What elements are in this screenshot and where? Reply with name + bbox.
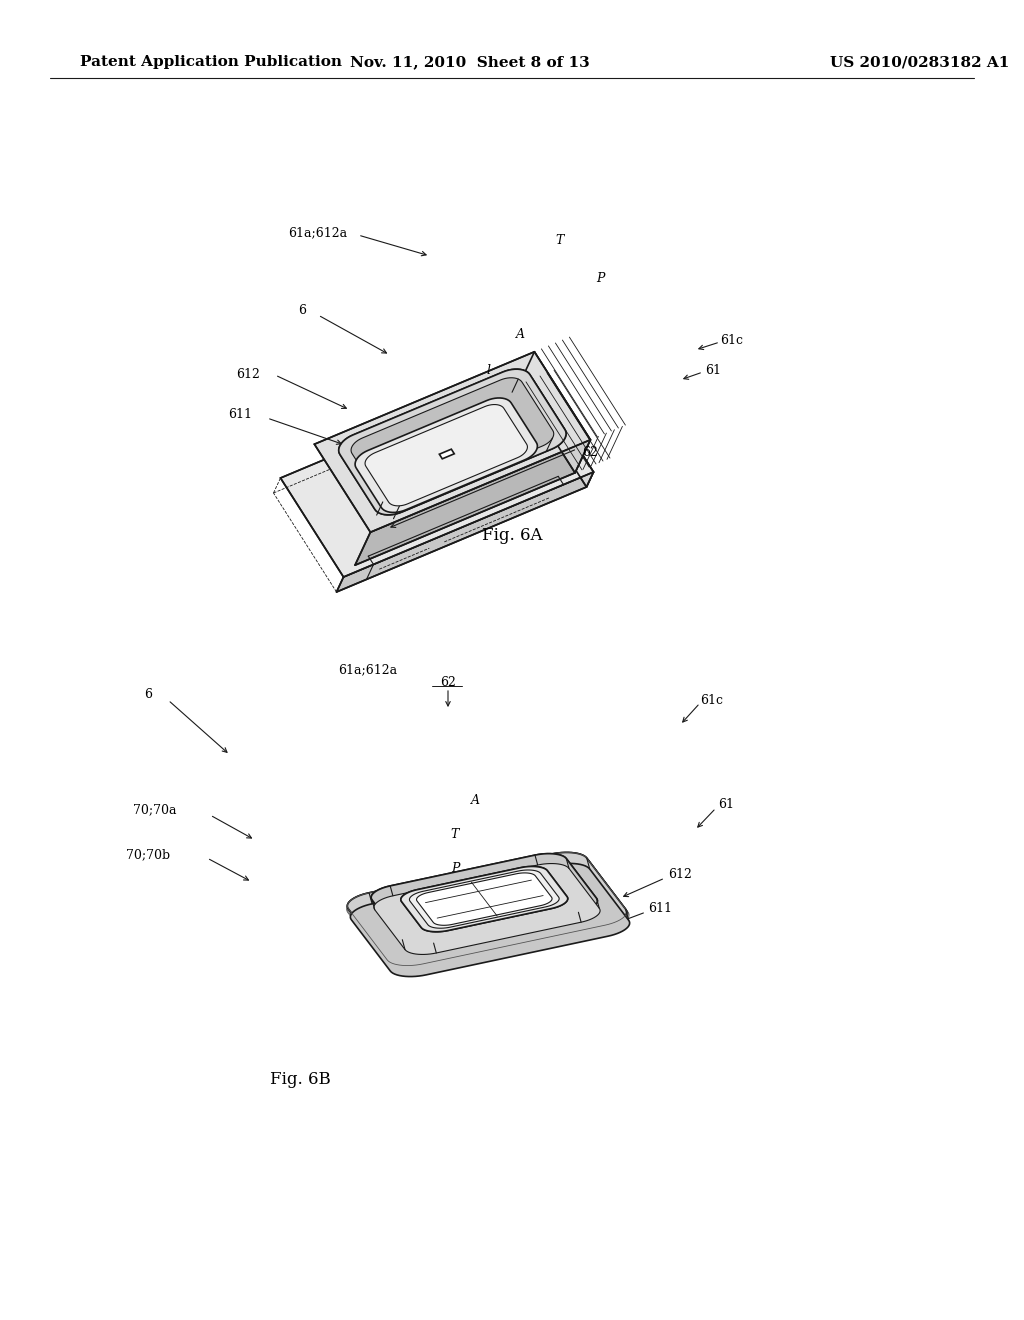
Text: 61: 61 [718, 799, 734, 812]
Text: A: A [470, 793, 479, 807]
Polygon shape [355, 440, 591, 565]
Polygon shape [400, 866, 567, 932]
Polygon shape [400, 866, 567, 932]
Polygon shape [339, 370, 566, 515]
Polygon shape [337, 473, 594, 591]
Text: 61c: 61c [700, 693, 723, 706]
Text: 6: 6 [298, 304, 306, 317]
Text: 611: 611 [228, 408, 252, 421]
Polygon shape [347, 853, 627, 965]
Text: P: P [451, 862, 459, 874]
Text: 612: 612 [237, 368, 260, 381]
Polygon shape [410, 870, 559, 928]
Text: Nov. 11, 2010  Sheet 8 of 13: Nov. 11, 2010 Sheet 8 of 13 [350, 55, 590, 69]
Polygon shape [314, 352, 591, 532]
Polygon shape [339, 370, 566, 515]
Polygon shape [519, 352, 591, 473]
Text: Patent Application Publication: Patent Application Publication [80, 55, 342, 69]
Polygon shape [371, 854, 597, 945]
Text: 611: 611 [648, 902, 672, 915]
Text: A: A [515, 329, 524, 342]
Polygon shape [523, 374, 594, 487]
Text: US 2010/0283182 A1: US 2010/0283182 A1 [830, 55, 1010, 69]
Polygon shape [365, 404, 527, 506]
Polygon shape [374, 863, 600, 954]
Polygon shape [417, 873, 552, 925]
Text: 61c: 61c [720, 334, 743, 346]
Polygon shape [371, 854, 597, 945]
Text: P: P [596, 272, 604, 285]
Polygon shape [347, 853, 627, 965]
Text: T: T [451, 829, 459, 842]
Text: l: l [486, 363, 490, 376]
Text: 61a;612a: 61a;612a [289, 227, 347, 239]
Text: 70;70b: 70;70b [126, 849, 170, 862]
Polygon shape [350, 863, 630, 977]
Text: 612: 612 [668, 869, 692, 882]
Text: 6: 6 [144, 689, 152, 701]
Polygon shape [281, 374, 594, 577]
Text: 62: 62 [582, 446, 598, 459]
Polygon shape [439, 449, 455, 459]
Text: 61: 61 [705, 363, 721, 376]
Text: 62: 62 [440, 676, 456, 689]
Text: 70;70a: 70;70a [133, 804, 177, 817]
Text: 61a;612a: 61a;612a [339, 664, 397, 676]
Polygon shape [355, 397, 538, 512]
Text: Fig. 6A: Fig. 6A [481, 527, 543, 544]
Text: Fig. 6B: Fig. 6B [269, 1072, 331, 1089]
Polygon shape [351, 378, 554, 507]
Text: T: T [556, 234, 564, 247]
